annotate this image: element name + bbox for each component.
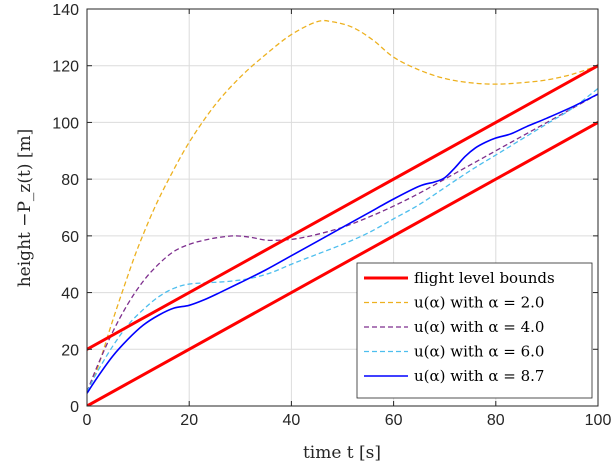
series-line-5 — [87, 93, 598, 395]
x-axis-label: time t [s] — [303, 443, 381, 463]
legend-label: u(α) with α = 6.0 — [414, 343, 544, 361]
y-tick-label: 60 — [61, 229, 79, 246]
y-tick-label: 100 — [52, 115, 79, 132]
x-tick-label: 60 — [385, 412, 403, 429]
series-line-2 — [87, 19, 598, 393]
y-tick-label: 40 — [61, 286, 79, 303]
x-tick-label: 100 — [585, 412, 612, 429]
y-tick-label: 80 — [61, 172, 79, 189]
legend-label: flight level bounds — [414, 269, 555, 287]
x-tick-label: 0 — [83, 412, 92, 429]
legend: flight level bounds u(α) with α = 2.0 u(α)… — [356, 262, 593, 399]
series-layer — [87, 19, 598, 406]
x-tick-label: 20 — [180, 412, 198, 429]
series-line-0 — [87, 64, 598, 351]
y-axis-label: height −P_z(t) [m] — [15, 129, 35, 288]
y-tick-label: 140 — [52, 2, 79, 19]
legend-label: u(α) with α = 8.7 — [414, 367, 544, 385]
series-line-1 — [87, 120, 598, 406]
legend-label: u(α) with α = 4.0 — [414, 318, 544, 336]
y-tick-label: 0 — [70, 399, 79, 416]
legend-label: u(α) with α = 2.0 — [414, 294, 544, 312]
y-tick-label: 120 — [52, 59, 79, 76]
x-tick-label: 40 — [283, 412, 301, 429]
plot-frame — [86, 8, 599, 407]
x-tick-label: 80 — [487, 412, 505, 429]
series-line-3 — [87, 93, 598, 393]
ticks: 0 20 40 60 80 100 0 20 40 60 80 100 120 140 — [52, 2, 611, 429]
y-tick-label: 20 — [61, 342, 79, 359]
series-line-4 — [87, 87, 598, 393]
